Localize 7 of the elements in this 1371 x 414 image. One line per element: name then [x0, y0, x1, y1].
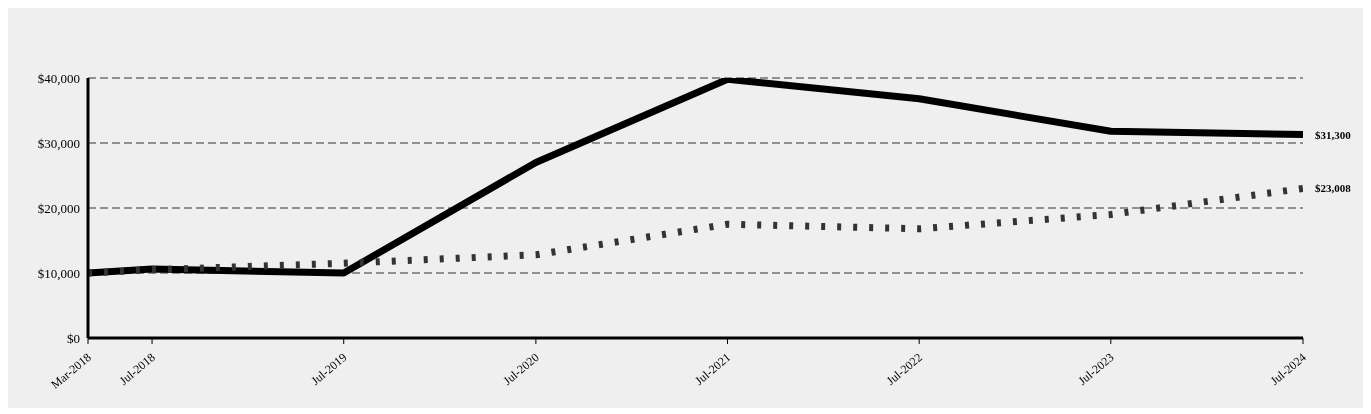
data-label: $31,300 — [1315, 128, 1352, 141]
data-label: $23,008 — [1315, 182, 1352, 195]
y-tick-label: $40,000 — [37, 70, 80, 86]
y-tick-label: $10,000 — [37, 265, 80, 281]
y-tick-label: $30,000 — [37, 135, 80, 151]
y-tick-label: $0 — [67, 330, 80, 346]
y-tick-label: $20,000 — [37, 200, 80, 216]
